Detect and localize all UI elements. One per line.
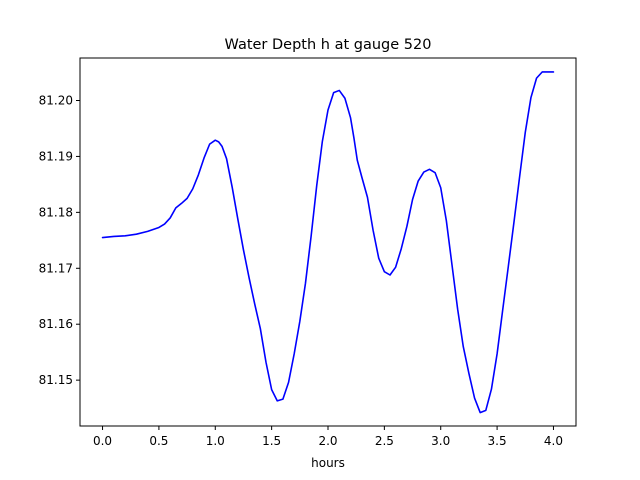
series-line-0 [101, 71, 555, 414]
y-tick-label: 81.17 [39, 261, 73, 275]
y-tick-label: 81.20 [39, 94, 73, 108]
x-tick-label: 2.5 [375, 434, 394, 448]
y-tick-label: 81.19 [39, 149, 73, 163]
x-tick-label: 0.5 [149, 434, 168, 448]
x-axis: 0.0 0.5 1.0 1.5 2.0 2.5 3.0 3.5 4.0 [93, 426, 563, 448]
chart-title: Water Depth h at gauge 520 [225, 37, 432, 53]
x-axis-label: hours [311, 456, 345, 470]
x-tick-label: 2.0 [318, 434, 337, 448]
x-tick-label: 3.0 [431, 434, 450, 448]
x-tick-label: 1.0 [206, 434, 225, 448]
x-tick-label: 0.0 [93, 434, 112, 448]
x-tick-label: 4.0 [544, 434, 563, 448]
y-tick-label: 81.15 [39, 373, 73, 387]
x-tick-label: 1.5 [262, 434, 281, 448]
y-tick-label: 81.18 [39, 205, 73, 219]
x-tick-label: 3.5 [488, 434, 507, 448]
y-tick-label: 81.16 [39, 317, 73, 331]
plot-area [101, 71, 555, 414]
y-axis: 81.15 81.16 81.17 81.18 81.19 81.20 [39, 94, 80, 387]
plot-frame [79, 57, 577, 427]
